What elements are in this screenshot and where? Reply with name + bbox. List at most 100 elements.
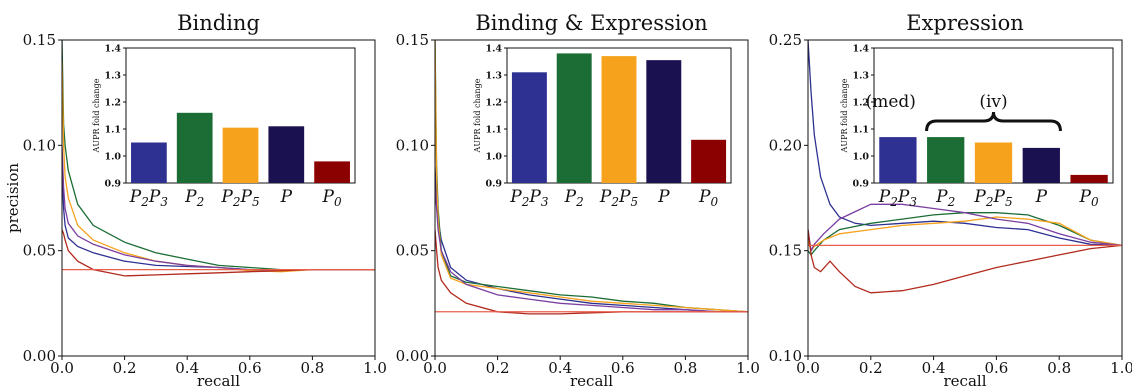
inset-category-label: P2P5: [973, 187, 1012, 209]
y-tick-label: 0.15: [769, 242, 802, 260]
y-tick-label: 0.05: [23, 242, 56, 260]
inset-y-tick-label: 1.2: [852, 98, 869, 109]
series-line-0: [808, 40, 1122, 247]
series-line-3: [808, 203, 1122, 253]
inset-bar: [646, 60, 682, 183]
inset-bar-chart: 0.9 1.0 1.1 1.2 1.3 1.4 AUPR fold change P2P3 P2…: [840, 44, 1114, 209]
inset-y-tick-label: 1.2: [104, 98, 121, 109]
y-tick-label: 0.10: [396, 136, 429, 154]
inset-bar: [222, 127, 259, 183]
inset-y-tick-label: 1.4: [485, 44, 502, 55]
inset-category-label: P2: [935, 187, 955, 209]
inset-category-label: P2P3: [509, 187, 549, 209]
inset-category-label: P: [280, 187, 293, 207]
annotation-brace: [925, 111, 1062, 132]
inset-y-tick-label: 1.1: [104, 125, 121, 136]
inset-category-label: P2P5: [599, 187, 638, 209]
inset-bar: [879, 137, 917, 183]
inset-bar: [601, 56, 637, 183]
inset-category-label: P2: [564, 187, 584, 209]
series-line-4: [808, 229, 1122, 294]
x-tick-label: 0.4: [548, 359, 572, 377]
x-tick-label: 1.0: [363, 359, 387, 377]
inset-bar: [268, 126, 305, 183]
chart-title: Binding: [177, 11, 260, 35]
x-tick-label: 0.6: [984, 359, 1008, 377]
inset-y-tick-label: 1.2: [485, 98, 502, 109]
inset-bar-chart: 0.9 1.0 1.1 1.2 1.3 1.4 AUPR fold change P2P3 P2…: [92, 44, 356, 209]
chart-title: Expression: [906, 11, 1024, 35]
plot-frame: [61, 39, 376, 357]
y-tick-label: 0.10: [769, 347, 802, 365]
inset-bar: [1022, 147, 1060, 183]
inset-bar: [314, 161, 350, 183]
inset-category-label: P2P3: [878, 187, 918, 209]
x-axis-label: recall: [570, 372, 613, 388]
inset-y-tick-label: 1.1: [485, 125, 502, 136]
inset-bar-chart: 0.9 1.0 1.1 1.2 1.3 1.4 AUPR fold change P2P3 P2…: [473, 44, 732, 209]
x-tick-label: 0.2: [113, 359, 137, 377]
inset-category-label: P0: [1079, 187, 1099, 209]
inset-category-label: P2P5: [220, 187, 259, 209]
chart-panel-0: Binding 0.0 0.2 0.4 0.6 0.8 1.0 0.00 0.05 0.10 0.1…: [4, 11, 387, 388]
x-tick-label: 0.4: [175, 359, 199, 377]
inset-bar: [511, 72, 547, 183]
inset-bar: [131, 142, 167, 183]
x-tick-label: 0.0: [423, 359, 447, 377]
inset-category-label: P: [657, 187, 670, 207]
series-line-2: [435, 40, 748, 313]
series-line-4: [62, 229, 375, 277]
inset-bar: [927, 137, 965, 183]
x-axis-label: recall: [944, 372, 987, 388]
inset-y-tick-label: 1.0: [485, 152, 502, 163]
inset-y-axis-label: AUPR fold change: [840, 78, 849, 153]
inset-y-tick-label: 1.3: [104, 71, 121, 82]
y-tick-label: 0.00: [396, 347, 429, 365]
inset-bar: [1070, 174, 1108, 183]
y-tick-label: 0.15: [23, 31, 56, 49]
inset-y-tick-label: 0.9: [852, 179, 869, 190]
inset-category-label: P0: [698, 187, 718, 209]
plot-frame: [434, 39, 749, 357]
inset-y-tick-label: 1.3: [852, 71, 869, 82]
y-tick-label: 0.00: [23, 347, 56, 365]
inset-y-tick-label: 0.9: [104, 179, 121, 190]
inset-y-tick-label: 1.3: [485, 71, 502, 82]
x-tick-label: 0.8: [300, 359, 324, 377]
inset-y-tick-label: 1.0: [852, 152, 869, 163]
series-line-3: [435, 187, 748, 313]
x-axis-label: recall: [197, 372, 240, 388]
chart-title: Binding & Expression: [475, 11, 707, 35]
inset-category-label: P0: [322, 187, 342, 209]
series-line-1: [808, 212, 1122, 256]
x-tick-label: 1.0: [736, 359, 760, 377]
inset-bar: [974, 142, 1013, 183]
annotation-med: (med): [866, 92, 916, 112]
y-tick-label: 0.25: [769, 31, 802, 49]
x-tick-label: 0.6: [238, 359, 262, 377]
inset-y-tick-label: 1.4: [104, 44, 121, 55]
x-tick-label: 0.0: [796, 359, 820, 377]
inset-bar: [176, 112, 213, 183]
inset-bar: [691, 139, 727, 183]
inset-category-label: P2: [184, 187, 204, 209]
y-tick-label: 0.05: [396, 242, 429, 260]
y-tick-label: 0.15: [396, 31, 429, 49]
x-tick-label: 1.0: [1110, 359, 1132, 377]
inset-bar: [556, 53, 592, 184]
y-tick-label: 0.10: [23, 136, 56, 154]
series-line-1: [435, 40, 748, 313]
chart-panel-2: Expression 0.0 0.2 0.4 0.6 0.8 1.0 0.10 0.15 0.20…: [769, 11, 1132, 388]
inset-y-tick-label: 1.4: [852, 44, 869, 55]
x-tick-label: 0.2: [859, 359, 883, 377]
inset-y-tick-label: 1.1: [852, 125, 869, 136]
inset-y-axis-label: AUPR fold change: [473, 78, 482, 153]
annotation-iv: (iv): [979, 92, 1007, 112]
plot-frame: [807, 39, 1123, 357]
x-tick-label: 0.8: [673, 359, 697, 377]
inset-category-label: P2P3: [129, 187, 169, 209]
x-tick-label: 0.4: [922, 359, 946, 377]
inset-y-tick-label: 1.0: [104, 152, 121, 163]
